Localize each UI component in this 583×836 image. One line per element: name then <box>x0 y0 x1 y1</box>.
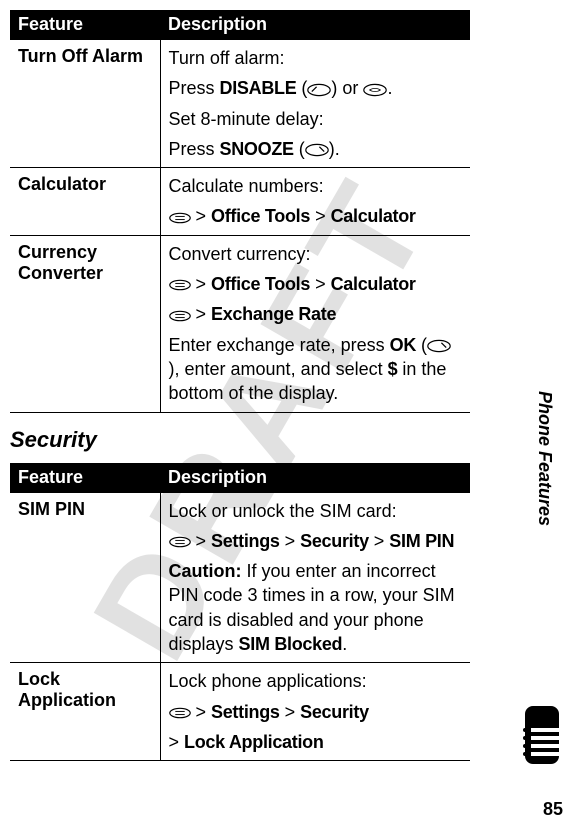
softkey-left-icon <box>307 83 331 97</box>
col-desc: Description <box>160 463 470 493</box>
text: Lock phone applications: <box>169 669 463 693</box>
text: > Lock Application <box>169 730 463 754</box>
table-row: Turn Off Alarm Turn off alarm: Press DIS… <box>10 40 470 168</box>
col-feature: Feature <box>10 463 160 493</box>
page-number: 85 <box>543 799 563 820</box>
text: > Settings > Security <box>169 700 463 724</box>
menu-key-icon <box>169 212 191 224</box>
text: > Exchange Rate <box>169 302 463 326</box>
col-desc: Description <box>160 10 470 40</box>
phone-icon <box>521 706 563 764</box>
menu-key-icon <box>169 707 191 719</box>
desc-cell: Turn off alarm: Press DISABLE () or . Se… <box>160 40 470 168</box>
desc-cell: Lock phone applications: > Settings > Se… <box>160 663 470 761</box>
text: Lock or unlock the SIM card: <box>169 499 463 523</box>
section-title-security: Security <box>10 427 563 453</box>
side-label: Phone Features <box>534 391 555 526</box>
softkey-right-icon <box>305 143 329 157</box>
feature-cell: Lock Application <box>10 663 160 761</box>
desc-cell: Convert currency: > Office Tools > Calcu… <box>160 235 470 412</box>
end-key-icon <box>363 83 387 97</box>
text: Set 8-minute delay: <box>169 107 463 131</box>
table-row: SIM PIN Lock or unlock the SIM card: > S… <box>10 492 470 663</box>
menu-key-icon <box>169 310 191 322</box>
desc-cell: Calculate numbers: > Office Tools > Calc… <box>160 168 470 236</box>
col-feature: Feature <box>10 10 160 40</box>
menu-key-icon <box>169 536 191 548</box>
text: > Office Tools > Calculator <box>169 204 463 228</box>
feature-cell: Calculator <box>10 168 160 236</box>
features-table-2: Feature Description SIM PIN Lock or unlo… <box>10 463 470 762</box>
text: > Office Tools > Calculator <box>169 272 463 296</box>
text: Press SNOOZE (). <box>169 137 463 161</box>
text: Turn off alarm: <box>169 46 463 70</box>
feature-cell: Turn Off Alarm <box>10 40 160 168</box>
table-row: Lock Application Lock phone applications… <box>10 663 470 761</box>
features-table-1: Feature Description Turn Off Alarm Turn … <box>10 10 470 413</box>
text: Caution: If you enter an incorrect PIN c… <box>169 559 463 656</box>
desc-cell: Lock or unlock the SIM card: > Settings … <box>160 492 470 663</box>
text: > Settings > Security > SIM PIN <box>169 529 463 553</box>
table-row: Currency Converter Convert currency: > O… <box>10 235 470 412</box>
text: Calculate numbers: <box>169 174 463 198</box>
feature-cell: SIM PIN <box>10 492 160 663</box>
table-row: Calculator Calculate numbers: > Office T… <box>10 168 470 236</box>
softkey-right-icon <box>427 339 451 353</box>
text: Enter exchange rate, press OK (), enter … <box>169 333 463 406</box>
feature-cell: Currency Converter <box>10 235 160 412</box>
text: Press DISABLE () or . <box>169 76 463 100</box>
text: Convert currency: <box>169 242 463 266</box>
menu-key-icon <box>169 279 191 291</box>
